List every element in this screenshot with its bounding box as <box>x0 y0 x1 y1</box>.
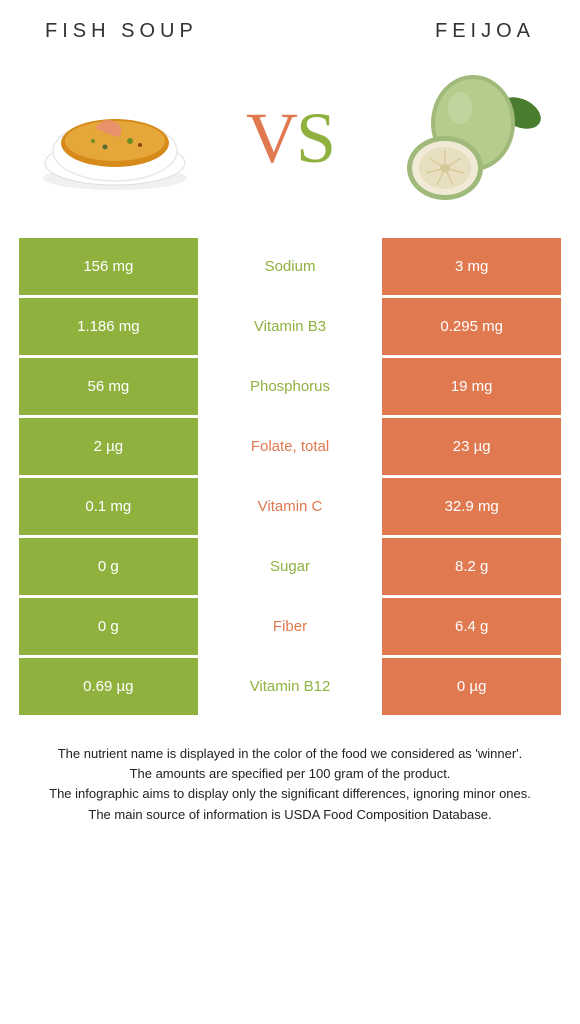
left-value-cell: 156 mg <box>19 238 198 295</box>
right-value-cell: 32.9 mg <box>382 478 561 535</box>
feijoa-image <box>385 68 545 208</box>
left-value-cell: 0 g <box>19 538 198 595</box>
footnote: The nutrient name is displayed in the co… <box>15 715 565 824</box>
nutrient-label-cell: Phosphorus <box>201 358 380 415</box>
table-row: 156 mgSodium3 mg <box>19 238 561 295</box>
footnote-line: The nutrient name is displayed in the co… <box>25 745 555 763</box>
nutrient-label-cell: Sugar <box>201 538 380 595</box>
nutrient-label-cell: Vitamin C <box>201 478 380 535</box>
left-value-cell: 0 g <box>19 598 198 655</box>
right-value-cell: 23 µg <box>382 418 561 475</box>
nutrient-label-cell: Folate, total <box>201 418 380 475</box>
right-value-cell: 8.2 g <box>382 538 561 595</box>
right-value-cell: 0.295 mg <box>382 298 561 355</box>
table-row: 1.186 mgVitamin B30.295 mg <box>19 298 561 355</box>
right-value-cell: 6.4 g <box>382 598 561 655</box>
right-value-cell: 0 µg <box>382 658 561 715</box>
table-row: 0.69 µgVitamin B120 µg <box>19 658 561 715</box>
left-value-cell: 1.186 mg <box>19 298 198 355</box>
left-value-cell: 0.69 µg <box>19 658 198 715</box>
table-row: 56 mgPhosphorus19 mg <box>19 358 561 415</box>
table-row: 2 µgFolate, total23 µg <box>19 418 561 475</box>
vs-label: VS <box>246 97 334 180</box>
right-food-title: Feijoa <box>435 20 535 43</box>
nutrient-label-cell: Vitamin B12 <box>201 658 380 715</box>
header: Fish soup Feijoa <box>15 20 565 58</box>
left-value-cell: 56 mg <box>19 358 198 415</box>
footnote-line: The amounts are specified per 100 gram o… <box>25 765 555 783</box>
nutrient-label-cell: Fiber <box>201 598 380 655</box>
right-value-cell: 19 mg <box>382 358 561 415</box>
table-row: 0 gSugar8.2 g <box>19 538 561 595</box>
left-value-cell: 0.1 mg <box>19 478 198 535</box>
comparison-table: 156 mgSodium3 mg1.186 mgVitamin B30.295 … <box>15 238 565 715</box>
nutrient-label-cell: Sodium <box>201 238 380 295</box>
footnote-line: The main source of information is USDA F… <box>25 806 555 824</box>
footnote-line: The infographic aims to display only the… <box>25 785 555 803</box>
table-row: 0.1 mgVitamin C32.9 mg <box>19 478 561 535</box>
fish-soup-image <box>35 68 195 208</box>
left-value-cell: 2 µg <box>19 418 198 475</box>
images-row: VS <box>15 58 565 238</box>
left-food-title: Fish soup <box>45 20 198 43</box>
nutrient-label-cell: Vitamin B3 <box>201 298 380 355</box>
right-value-cell: 3 mg <box>382 238 561 295</box>
table-row: 0 gFiber6.4 g <box>19 598 561 655</box>
